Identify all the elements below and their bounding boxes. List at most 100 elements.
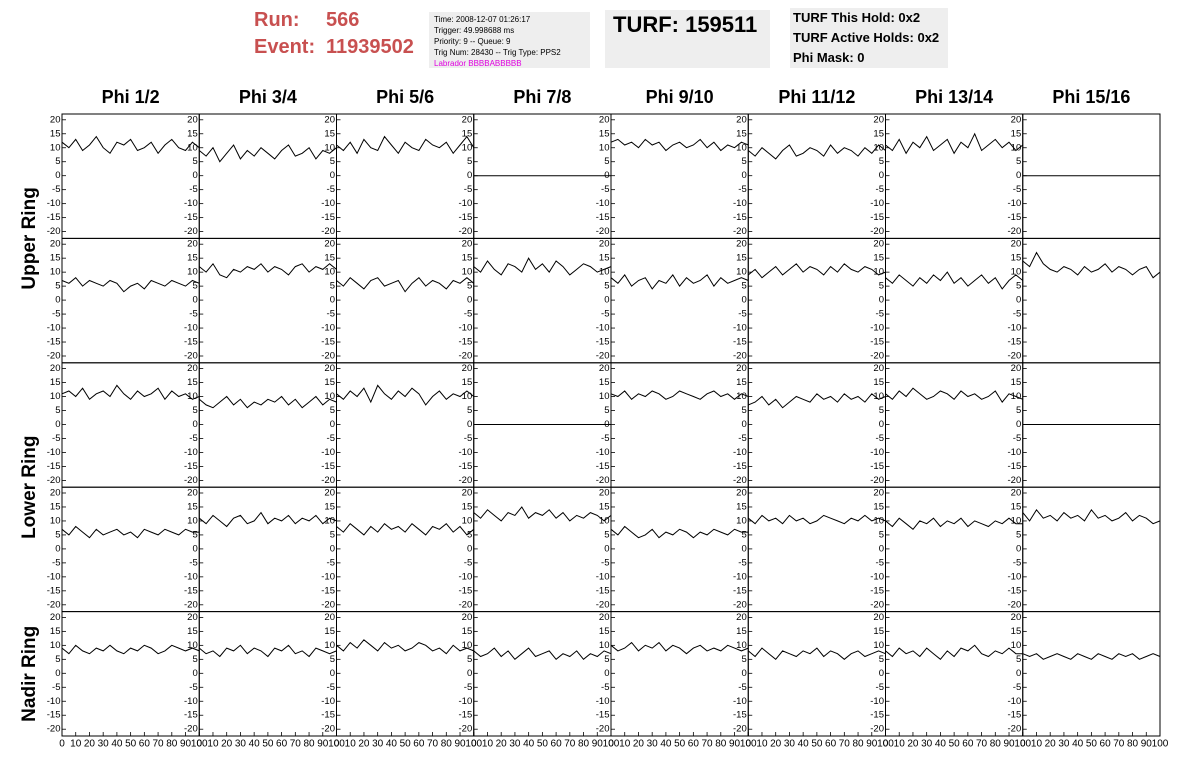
x-tick-label: 90	[592, 739, 604, 750]
y-tick-label: -20	[321, 226, 335, 237]
waveform	[198, 644, 337, 658]
y-tick-label: 20	[50, 239, 61, 250]
y-tick-label: -20	[596, 599, 610, 610]
waveform	[473, 647, 612, 661]
x-tick-label: 10	[894, 739, 906, 750]
y-tick-label: -10	[459, 198, 473, 209]
y-tick-label: -15	[47, 710, 61, 721]
y-tick-label: -10	[596, 696, 610, 707]
x-tick-label: 80	[715, 739, 727, 750]
info-line: Priority: 9 -- Queue: 9	[434, 37, 511, 46]
y-tick-label: 5	[467, 156, 472, 167]
panel-frame	[747, 486, 886, 613]
waveform	[198, 511, 337, 528]
y-tick-label: 15	[1011, 128, 1022, 139]
y-tick-label: -20	[870, 351, 884, 362]
y-tick-label: 0	[192, 668, 197, 679]
y-tick-label: -5	[52, 557, 60, 568]
y-tick-label: -20	[47, 475, 61, 486]
y-tick-label: 10	[50, 142, 61, 153]
panel-frame	[610, 611, 749, 737]
y-tick-label: -5	[738, 433, 746, 444]
x-tick-label: 10	[345, 739, 357, 750]
panel-frame	[61, 611, 200, 737]
y-tick-label: -20	[1008, 226, 1022, 237]
x-tick-label: 0	[334, 739, 340, 750]
y-tick-label: 5	[330, 654, 335, 665]
y-tick-label: -10	[1008, 696, 1022, 707]
panel-frame	[61, 113, 200, 239]
y-tick-label: -15	[184, 461, 198, 472]
column-header: Phi 7/8	[513, 87, 571, 107]
y-tick-label: 5	[55, 405, 60, 416]
x-tick-label: 0	[883, 739, 889, 750]
y-tick-label: 20	[187, 114, 198, 125]
y-tick-label: 5	[55, 156, 60, 167]
y-tick-label: -15	[321, 585, 335, 596]
y-tick-label: -15	[459, 212, 473, 223]
y-tick-label: 15	[187, 377, 198, 388]
column-header: Phi 9/10	[646, 87, 714, 107]
y-tick-label: 15	[1011, 377, 1022, 388]
y-tick-label: -15	[47, 337, 61, 348]
y-tick-label: -5	[876, 433, 884, 444]
y-tick-label: -10	[596, 323, 610, 334]
y-tick-label: 0	[741, 668, 746, 679]
run-number: 566	[326, 9, 360, 31]
panel-frame	[1022, 611, 1161, 737]
y-tick-label: -5	[1013, 682, 1021, 693]
y-tick-label: -10	[47, 696, 61, 707]
y-tick-label: -5	[601, 433, 609, 444]
y-tick-label: 10	[599, 142, 610, 153]
x-tick-label: 10	[70, 739, 82, 750]
y-tick-label: 0	[879, 295, 884, 306]
y-tick-label: -10	[184, 447, 198, 458]
y-tick-label: -5	[876, 184, 884, 195]
y-tick-label: -15	[870, 461, 884, 472]
y-tick-label: -15	[596, 585, 610, 596]
panel-frame	[610, 237, 749, 364]
y-tick-label: 0	[741, 295, 746, 306]
panel-frame	[336, 362, 475, 488]
y-tick-label: 15	[1011, 501, 1022, 512]
waveform	[336, 276, 475, 293]
x-tick-label: 50	[949, 739, 961, 750]
y-tick-label: 0	[1016, 170, 1021, 181]
panel-frame	[198, 611, 337, 737]
y-tick-label: -10	[1008, 198, 1022, 209]
y-tick-label: -10	[733, 447, 747, 458]
y-tick-label: 0	[467, 170, 472, 181]
y-tick-label: 20	[599, 239, 610, 250]
y-tick-label: -10	[733, 571, 747, 582]
x-tick-label: 50	[537, 739, 549, 750]
y-tick-label: 5	[879, 654, 884, 665]
panel-frame	[885, 611, 1024, 737]
panel-frame	[473, 486, 612, 613]
panel-frame	[198, 237, 337, 364]
y-tick-label: -15	[459, 710, 473, 721]
y-tick-label: -20	[733, 599, 747, 610]
y-tick-label: -20	[321, 475, 335, 486]
y-tick-label: 10	[462, 391, 473, 402]
y-tick-label: 5	[467, 405, 472, 416]
info-box: Time: 2008-12-07 01:26:17 Trigger: 49.99…	[429, 12, 590, 68]
y-tick-label: 20	[462, 114, 473, 125]
y-tick-label: -10	[47, 198, 61, 209]
y-tick-label: 0	[55, 668, 60, 679]
y-tick-label: 20	[736, 612, 747, 623]
x-tick-label: 30	[921, 739, 933, 750]
y-tick-label: 10	[873, 267, 884, 278]
waveform	[473, 506, 612, 522]
event-label: Event:	[254, 36, 316, 58]
y-tick-label: 15	[462, 626, 473, 637]
x-tick-label: 80	[441, 739, 453, 750]
y-tick-label: 0	[604, 668, 609, 679]
x-tick-label: 80	[578, 739, 590, 750]
y-tick-label: 0	[879, 543, 884, 554]
y-tick-label: 20	[462, 488, 473, 499]
y-tick-label: 0	[879, 668, 884, 679]
x-tick-label: 70	[702, 739, 714, 750]
x-tick-label: 90	[454, 739, 466, 750]
waveform	[747, 144, 886, 160]
y-tick-label: 5	[879, 281, 884, 292]
